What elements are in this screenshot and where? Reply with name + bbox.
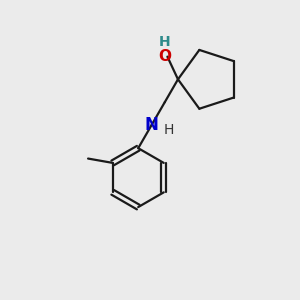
- Text: O: O: [158, 49, 171, 64]
- Text: H: H: [164, 123, 174, 136]
- Text: H: H: [159, 35, 170, 49]
- Text: N: N: [145, 116, 158, 134]
